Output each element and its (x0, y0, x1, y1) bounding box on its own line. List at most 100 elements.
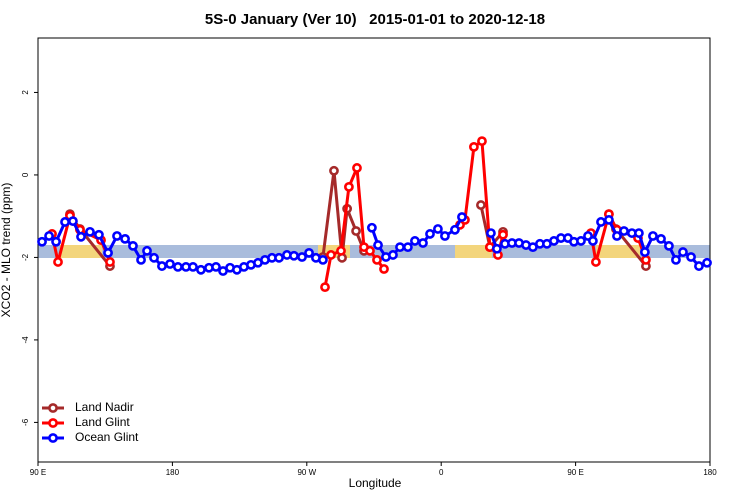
legend-label: Land Glint (75, 415, 130, 429)
data-point (639, 247, 650, 257)
data-point (477, 136, 487, 147)
land-patch (455, 245, 492, 258)
data-point (450, 224, 460, 235)
data-point (173, 262, 183, 272)
data-point (318, 254, 328, 265)
data-point (612, 231, 622, 241)
chart-title: 5S-0 January (Ver 10) 2015-01-01 to 2020… (205, 11, 545, 28)
data-point (274, 252, 284, 263)
data-point (433, 224, 443, 234)
data-point (678, 247, 688, 257)
data-point (76, 231, 86, 242)
data-point (671, 254, 681, 265)
data-point (51, 236, 61, 247)
data-point (395, 242, 405, 253)
y-tick-label: 0 (21, 172, 30, 177)
legend-label: Land Nadir (75, 400, 134, 414)
data-point (418, 238, 428, 248)
data-point (53, 257, 63, 267)
data-point (105, 257, 115, 267)
data-point (702, 257, 712, 268)
data-point (352, 163, 362, 173)
legend-marker (48, 418, 58, 428)
data-point (440, 231, 450, 241)
data-point (351, 226, 361, 236)
x-tick-label: 90 W (297, 468, 316, 477)
data-point (402, 242, 413, 253)
data-point (373, 240, 383, 250)
data-point (329, 165, 339, 176)
plot-frame (37, 37, 711, 463)
data-point (686, 252, 696, 262)
y-tick-label: -6 (21, 418, 30, 426)
data-point (68, 216, 78, 227)
data-point (149, 252, 159, 263)
data-point (103, 247, 113, 258)
data-point (120, 233, 130, 244)
data-point (498, 229, 508, 240)
data-point (367, 222, 377, 233)
data-point (604, 214, 614, 225)
data-point (425, 229, 435, 239)
data-point (289, 250, 299, 261)
data-point (128, 240, 138, 251)
data-point (344, 181, 354, 192)
y-axis-label: XCO2 - MLO trend (ppm) (0, 183, 13, 318)
data-point (410, 236, 420, 246)
data-point (634, 228, 644, 238)
land-patch (596, 245, 640, 258)
data-point (619, 226, 629, 236)
y-tick-label: -2 (21, 253, 30, 261)
data-point (648, 231, 658, 241)
data-point (372, 254, 382, 265)
data-point (85, 226, 95, 237)
x-tick-label: 90 E (30, 468, 46, 477)
x-axis-label: Longitude (349, 476, 402, 490)
data-point (37, 236, 47, 247)
data-point (326, 250, 336, 260)
data-point (136, 254, 146, 265)
data-point (157, 261, 167, 271)
data-point (165, 259, 175, 269)
data-point (304, 247, 314, 258)
data-point (388, 250, 398, 260)
data-point (44, 231, 54, 241)
data-point (297, 252, 307, 262)
data-point (211, 262, 221, 272)
data-point (641, 254, 651, 265)
data-point (694, 261, 704, 271)
data-point (591, 257, 601, 267)
data-point (60, 217, 70, 227)
data-point (457, 212, 467, 222)
x-tick-label: 180 (166, 468, 180, 477)
x-tick-label: 90 E (567, 468, 583, 477)
x-tick-label: 180 (703, 468, 717, 477)
data-point (476, 200, 486, 210)
data-point (320, 282, 330, 293)
data-point (588, 236, 598, 246)
data-point (336, 245, 346, 256)
data-point (492, 243, 502, 254)
data-point (664, 240, 674, 251)
legend-marker (48, 403, 58, 413)
data-point (196, 264, 206, 275)
land-patch (60, 245, 102, 258)
data-point (656, 233, 666, 244)
data-point (379, 264, 389, 274)
data-point (486, 228, 496, 238)
data-point (188, 262, 198, 272)
y-tick-label: -4 (21, 336, 30, 344)
legend-label: Ocean Glint (75, 430, 139, 444)
series (37, 212, 712, 276)
data-point (94, 229, 104, 240)
data-point (469, 141, 479, 152)
data-point (112, 231, 122, 241)
data-point (365, 245, 375, 256)
data-point (142, 245, 152, 256)
legend-marker (48, 433, 58, 443)
y-tick-label: 2 (21, 90, 30, 95)
data-point (596, 217, 606, 227)
x-tick-label: 0 (439, 468, 444, 477)
